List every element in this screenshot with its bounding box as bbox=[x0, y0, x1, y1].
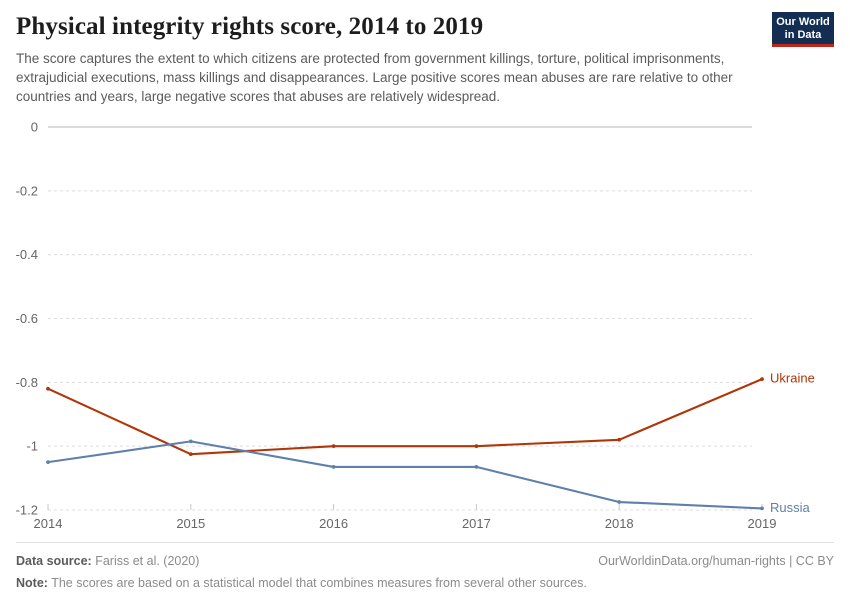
x-axis-labels: 2014 2015 2016 2017 2018 2019 bbox=[34, 516, 777, 531]
grid-lines bbox=[48, 126, 752, 511]
y-tick-label: -0.4 bbox=[16, 247, 38, 262]
x-tick-label: 2015 bbox=[176, 516, 205, 531]
page-title: Physical integrity rights score, 2014 to… bbox=[16, 13, 484, 40]
x-tick-label: 2017 bbox=[462, 516, 491, 531]
note-value: The scores are based on a statistical mo… bbox=[51, 576, 587, 590]
data-point[interactable] bbox=[474, 465, 479, 469]
source-url[interactable]: OurWorldinData.org/human-rights | CC BY bbox=[598, 554, 834, 568]
note-label: Note: bbox=[16, 576, 48, 590]
footer-row-note: Note: The scores are based on a statisti… bbox=[16, 574, 834, 592]
line-chart[interactable]: 0 -0.2 -0.4 -0.6 -0.8 -1 -1.2 2014 2015 2016 2017… bbox=[0, 112, 850, 536]
data-point[interactable] bbox=[617, 500, 622, 504]
x-tick-label: 2014 bbox=[34, 516, 63, 531]
series-label-russia: Russia bbox=[770, 500, 811, 515]
data-point[interactable] bbox=[474, 444, 479, 449]
x-axis-ticks bbox=[47, 504, 763, 510]
data-point[interactable] bbox=[331, 444, 336, 449]
y-tick-label: -0.8 bbox=[16, 375, 38, 390]
data-source-value: Fariss et al. (2020) bbox=[95, 554, 200, 568]
footer-row-source: Data source: Fariss et al. (2020) OurWor… bbox=[16, 552, 834, 570]
logo-line-2: in Data bbox=[784, 28, 822, 41]
y-tick-label: -1 bbox=[26, 439, 38, 454]
owid-logo[interactable]: Our World in Data bbox=[772, 12, 834, 47]
series-label-ukraine: Ukraine bbox=[770, 371, 815, 386]
data-point[interactable] bbox=[617, 437, 622, 442]
data-point[interactable] bbox=[760, 377, 764, 382]
chart-footer: Data source: Fariss et al. (2020) OurWor… bbox=[16, 542, 834, 592]
data-series[interactable] bbox=[46, 377, 764, 511]
x-tick-label: 2019 bbox=[748, 516, 777, 531]
series-line[interactable] bbox=[46, 440, 764, 510]
data-source-label: Data source: bbox=[16, 554, 92, 568]
data-point[interactable] bbox=[46, 460, 50, 465]
data-point[interactable] bbox=[331, 465, 336, 469]
chart-header: Physical integrity rights score, 2014 to… bbox=[16, 0, 834, 106]
y-axis-labels: 0 -0.2 -0.4 -0.6 -0.8 -1 -1.2 bbox=[16, 120, 38, 518]
logo-line-1: Our World bbox=[776, 16, 830, 28]
data-point[interactable] bbox=[46, 386, 50, 391]
series-labels: Ukraine Russia bbox=[770, 371, 815, 515]
data-point[interactable] bbox=[760, 506, 764, 511]
chart-subtitle: The score captures the extent to which c… bbox=[16, 51, 733, 104]
y-tick-label: -0.6 bbox=[16, 311, 38, 326]
y-tick-label: -1.2 bbox=[16, 503, 38, 518]
chart-svg: 0 -0.2 -0.4 -0.6 -0.8 -1 -1.2 2014 2015 2016 2017… bbox=[16, 120, 815, 532]
x-tick-label: 2018 bbox=[605, 516, 634, 531]
data-source: Data source: Fariss et al. (2020) bbox=[16, 552, 199, 570]
y-tick-label: -0.2 bbox=[16, 183, 38, 198]
data-point[interactable] bbox=[188, 452, 193, 457]
series-line[interactable] bbox=[46, 378, 764, 456]
data-point[interactable] bbox=[188, 439, 193, 444]
x-tick-label: 2016 bbox=[319, 516, 348, 531]
y-tick-label: 0 bbox=[31, 120, 38, 135]
